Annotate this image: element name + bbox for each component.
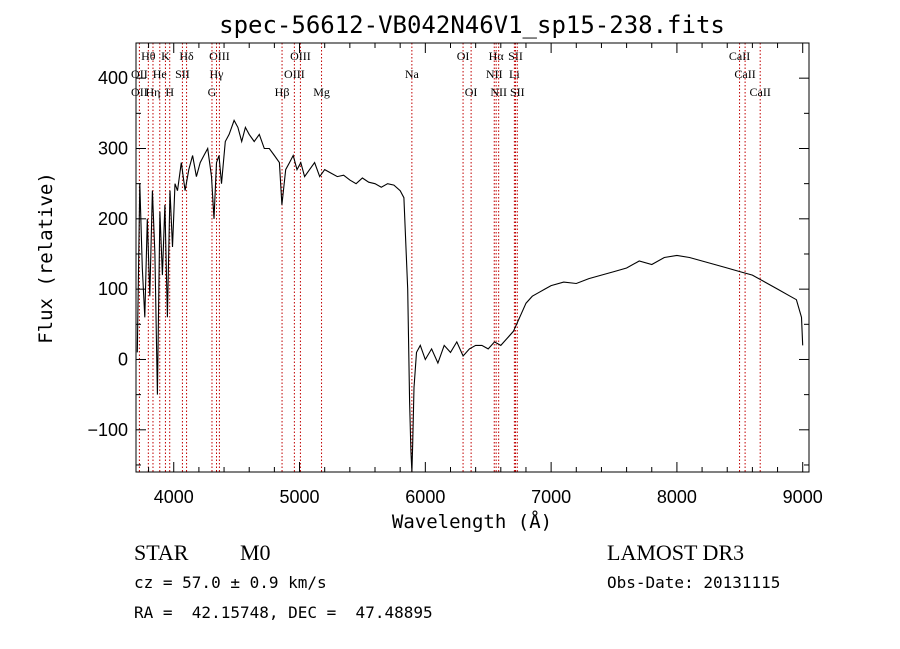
line-marker-label: OIII <box>290 49 311 63</box>
line-marker-label: OII <box>131 67 148 81</box>
survey-name: LAMOST DR3 <box>607 540 745 565</box>
spectrum-line <box>136 119 804 473</box>
line-marker-label: OI <box>457 49 470 63</box>
plot-frame <box>135 42 810 473</box>
x-axis-label: Wavelength (Å) <box>392 510 552 533</box>
line-marker-label: Hδ <box>179 49 194 63</box>
line-marker-label: CaII <box>750 85 771 99</box>
chart-title: spec-56612-VB042N46V1_sp15-238.fits <box>219 11 725 39</box>
x-tick-label: 7000 <box>531 487 571 507</box>
line-marker-label: CaII <box>734 67 755 81</box>
line-marker-label: SII <box>510 85 525 99</box>
redshift-cz: cz = 57.0 ± 0.9 km/s <box>134 573 327 592</box>
y-axis: −100 0 100 200 300 400 <box>87 42 809 466</box>
y-tick-label: 400 <box>98 68 128 88</box>
coordinates: RA = 42.15748, DEC = 47.48895 <box>134 603 433 622</box>
x-tick-label: 4000 <box>154 487 194 507</box>
line-marker-label: Hβ <box>275 85 290 99</box>
spectrum-series <box>136 119 804 473</box>
x-axis: 4000 5000 6000 7000 8000 9000 <box>148 43 823 507</box>
y-tick-label: 0 <box>118 349 128 369</box>
line-marker-label: He <box>153 67 167 81</box>
x-tick-label: 8000 <box>657 487 697 507</box>
x-tick-label: 6000 <box>405 487 445 507</box>
line-marker-label: OIII <box>209 49 230 63</box>
line-marker-label: K <box>161 49 170 63</box>
line-marker-label: Hθ <box>141 49 156 63</box>
line-marker-label: Li <box>509 67 520 81</box>
line-marker-label: OIII <box>284 67 305 81</box>
line-marker-label: SII <box>175 67 190 81</box>
line-marker-label: Mg <box>313 85 330 99</box>
line-marker-label: CaII <box>729 49 750 63</box>
line-marker-label: OII <box>131 85 148 99</box>
y-tick-label: 300 <box>98 138 128 158</box>
object-class: STAR <box>134 540 189 565</box>
line-marker-label: Hα <box>489 49 505 63</box>
y-tick-label: 200 <box>98 209 128 229</box>
observation-date: Obs-Date: 20131115 <box>607 573 781 592</box>
line-marker-label: OI <box>465 85 478 99</box>
line-marker-label: H <box>165 85 174 99</box>
x-tick-label: 5000 <box>280 487 320 507</box>
y-tick-label: 100 <box>98 279 128 299</box>
line-marker-label: NII <box>486 67 503 81</box>
y-tick-label: −100 <box>87 420 128 440</box>
line-marker-label: SII <box>508 49 523 63</box>
object-subclass: M0 <box>240 540 271 565</box>
line-marker-label: G <box>208 85 217 99</box>
line-marker-label: Hη <box>146 85 161 99</box>
line-marker-label: Na <box>405 67 420 81</box>
line-marker-label: NII <box>490 85 507 99</box>
line-marker-label: Hγ <box>210 67 225 81</box>
y-axis-label: Flux (relative) <box>35 172 57 344</box>
x-tick-label: 9000 <box>783 487 823 507</box>
